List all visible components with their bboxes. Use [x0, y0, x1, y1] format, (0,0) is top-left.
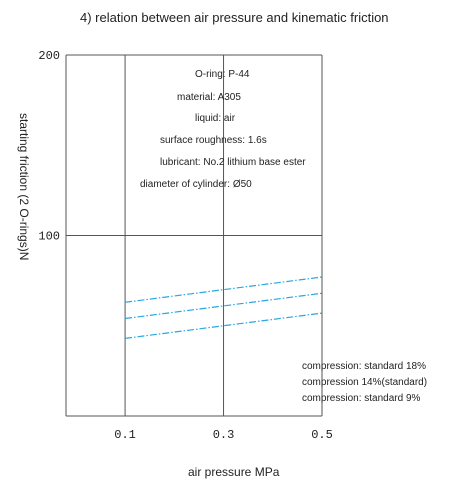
grid-lines [66, 55, 323, 416]
chart-title: 4) relation between air pressure and kin… [80, 10, 389, 25]
x-tick-label: 0.3 [213, 428, 235, 442]
y-tick-label: 200 [38, 49, 60, 63]
y-tick-label: 100 [38, 230, 60, 244]
x-tick-label: 0.1 [114, 428, 136, 442]
legend: compression: standard 18% compression 14… [302, 361, 427, 404]
legend-item-9: compression: standard 9% [302, 393, 421, 404]
x-axis-label: air pressure MPa [188, 465, 280, 479]
tick-labels: 0.1 0.3 0.5 200 100 [38, 49, 332, 442]
y-axis-label: starting friction (2 O-rings)N [17, 113, 31, 260]
series-line [125, 312, 323, 339]
legend-item-18: compression: standard 18% [302, 361, 426, 372]
series-line [125, 292, 323, 320]
legend-item-14: compression 14%(standard) [302, 377, 427, 388]
series-line [125, 276, 323, 303]
x-tick-label: 0.5 [311, 428, 333, 442]
annotation-material: material: A305 [177, 92, 241, 103]
annotation-lubricant: lubricant: No.2 lithium base ester [160, 157, 306, 168]
annotation-liquid: liquid: air [195, 113, 236, 124]
annotation-block: O-ring: P-44 material: A305 liquid: air … [140, 69, 306, 190]
series-group [125, 276, 323, 339]
annotation-roughness: surface roughness: 1.6s [160, 135, 267, 146]
annotation-oring: O-ring: P-44 [195, 69, 250, 80]
annotation-diameter: diameter of cylinder: Ø50 [140, 179, 252, 190]
